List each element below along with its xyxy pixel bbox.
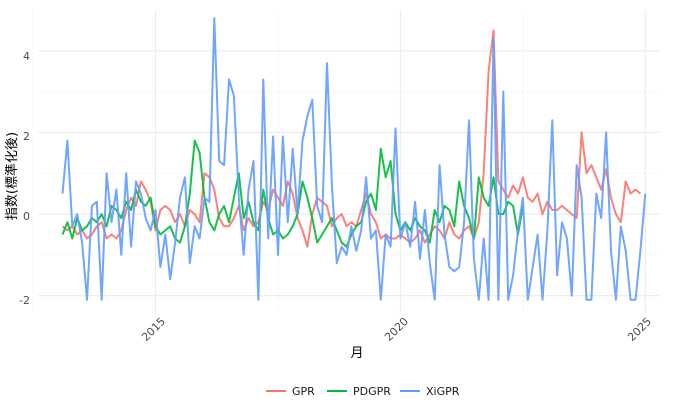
legend-label-xigpr: XiGPR: [426, 385, 460, 398]
y-tick-label: -2: [19, 294, 30, 307]
legend-label-pdgpr: PDGPR: [353, 385, 391, 398]
legend-item-xigpr: XiGPR: [400, 385, 460, 398]
y-tick-label: 0: [23, 210, 30, 223]
series-layer: [61, 17, 647, 301]
y-tick-label: 4: [23, 50, 30, 63]
x-tick-labels: 2015 2020 2025: [139, 315, 654, 344]
plot-panel: [38, 10, 660, 312]
legend-item-gpr: GPR: [266, 385, 315, 398]
y-tick-labels: -2 0 2 4: [19, 50, 30, 307]
x-tick-label: 2015: [139, 315, 168, 344]
series-line-xigpr: [61, 17, 647, 301]
x-tick-label: 2025: [625, 315, 654, 344]
x-axis-title: 月: [350, 346, 363, 361]
legend-label-gpr: GPR: [292, 385, 315, 398]
legend: GPR PDGPR XiGPR: [266, 385, 460, 398]
x-tick-label: 2020: [382, 315, 411, 344]
series-line-pdgpr: [61, 139, 524, 248]
series-line-gpr: [61, 29, 642, 248]
y-axis-title: 指数(標準化後): [4, 132, 20, 220]
legend-item-pdgpr: PDGPR: [327, 385, 391, 398]
plot-grid: [32, 10, 660, 312]
y-tick-label: 2: [23, 130, 30, 143]
